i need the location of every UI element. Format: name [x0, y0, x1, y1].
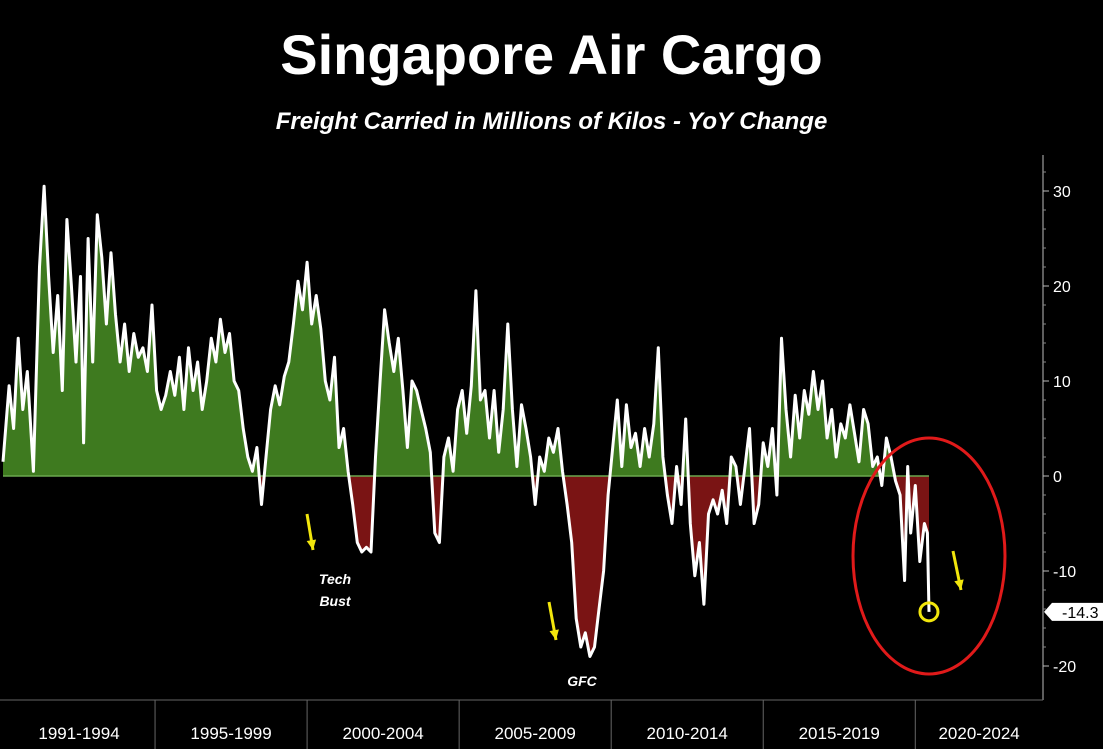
- y-tick-label: 30: [1053, 184, 1071, 201]
- annotation-tech-bust: Tech: [319, 571, 351, 587]
- arrow-head: [306, 539, 317, 550]
- chart-title: Singapore Air Cargo: [280, 23, 823, 86]
- chart-subtitle: Freight Carried in Millions of Kilos - Y…: [275, 108, 828, 135]
- series-line: [1, 184, 931, 658]
- last-value-label: -14.3: [1062, 605, 1099, 622]
- period-label: 1991-1994: [38, 724, 119, 743]
- annotation-gfc: GFC: [567, 673, 597, 689]
- last-point-circle: [918, 601, 940, 623]
- y-tick-label: 0: [1053, 469, 1062, 486]
- y-tick-label: 10: [1053, 374, 1071, 391]
- negative-area: [3, 476, 929, 657]
- y-tick-label: -10: [1053, 564, 1076, 581]
- y-tick-label: -20: [1053, 659, 1076, 676]
- period-label: 1995-1999: [190, 724, 271, 743]
- annotation-tech-bust: Bust: [319, 593, 351, 609]
- period-label: 2000-2004: [342, 724, 423, 743]
- arrow-head: [954, 579, 964, 590]
- highlight-ellipse: [851, 436, 1007, 676]
- arrow-head: [549, 629, 559, 640]
- period-label: 2010-2014: [647, 724, 728, 743]
- positive-area: [3, 186, 929, 476]
- y-tick-label: 20: [1053, 279, 1071, 296]
- period-label: 2020-2024: [938, 724, 1019, 743]
- period-label: 2015-2019: [799, 724, 880, 743]
- period-label: 2005-2009: [495, 724, 576, 743]
- last-value-badge: [1044, 602, 1103, 621]
